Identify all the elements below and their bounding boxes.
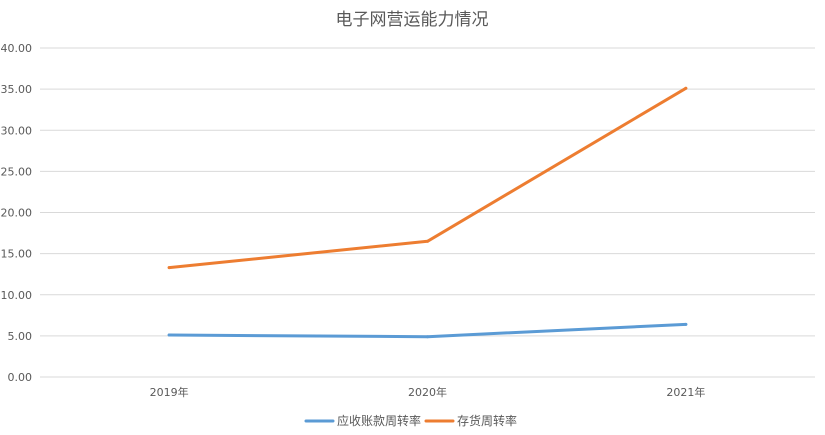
legend-label: 存货周转率 [457,413,517,428]
y-tick-label: 5.00 [8,330,33,343]
x-tick-label: 2019年 [150,385,189,399]
y-tick-label: 10.00 [1,289,33,302]
legend: 应收账款周转率 存货周转率 [304,413,517,428]
y-tick-label: 20.00 [1,207,33,220]
x-tick-label: 2020年 [408,385,447,399]
data-point [426,335,429,339]
y-tick-label: 40.00 [1,42,33,55]
y-axis-ticks: 0.00 5.00 10.00 15.00 20.00 25.00 30.00 35.00 40… [1,42,33,384]
y-tick-label: 35.00 [1,83,33,96]
y-tick-label: 30.00 [1,124,33,137]
gridlines [40,47,815,378]
data-point [684,86,688,90]
legend-label: 应收账款周转率 [337,413,421,428]
data-point [426,239,429,243]
series-line-0 [167,322,688,339]
x-tick-label: 2021年 [666,385,705,399]
series-lines [167,86,688,339]
y-tick-label: 0.00 [8,371,33,384]
data-point [167,333,171,337]
data-point [167,266,171,270]
x-axis-ticks: 2019年 2020年 2021年 [150,385,706,399]
y-tick-label: 25.00 [1,165,33,178]
y-tick-label: 15.00 [1,248,33,261]
chart-title: 电子网营运能力情况 [336,10,489,30]
data-point [684,322,688,326]
